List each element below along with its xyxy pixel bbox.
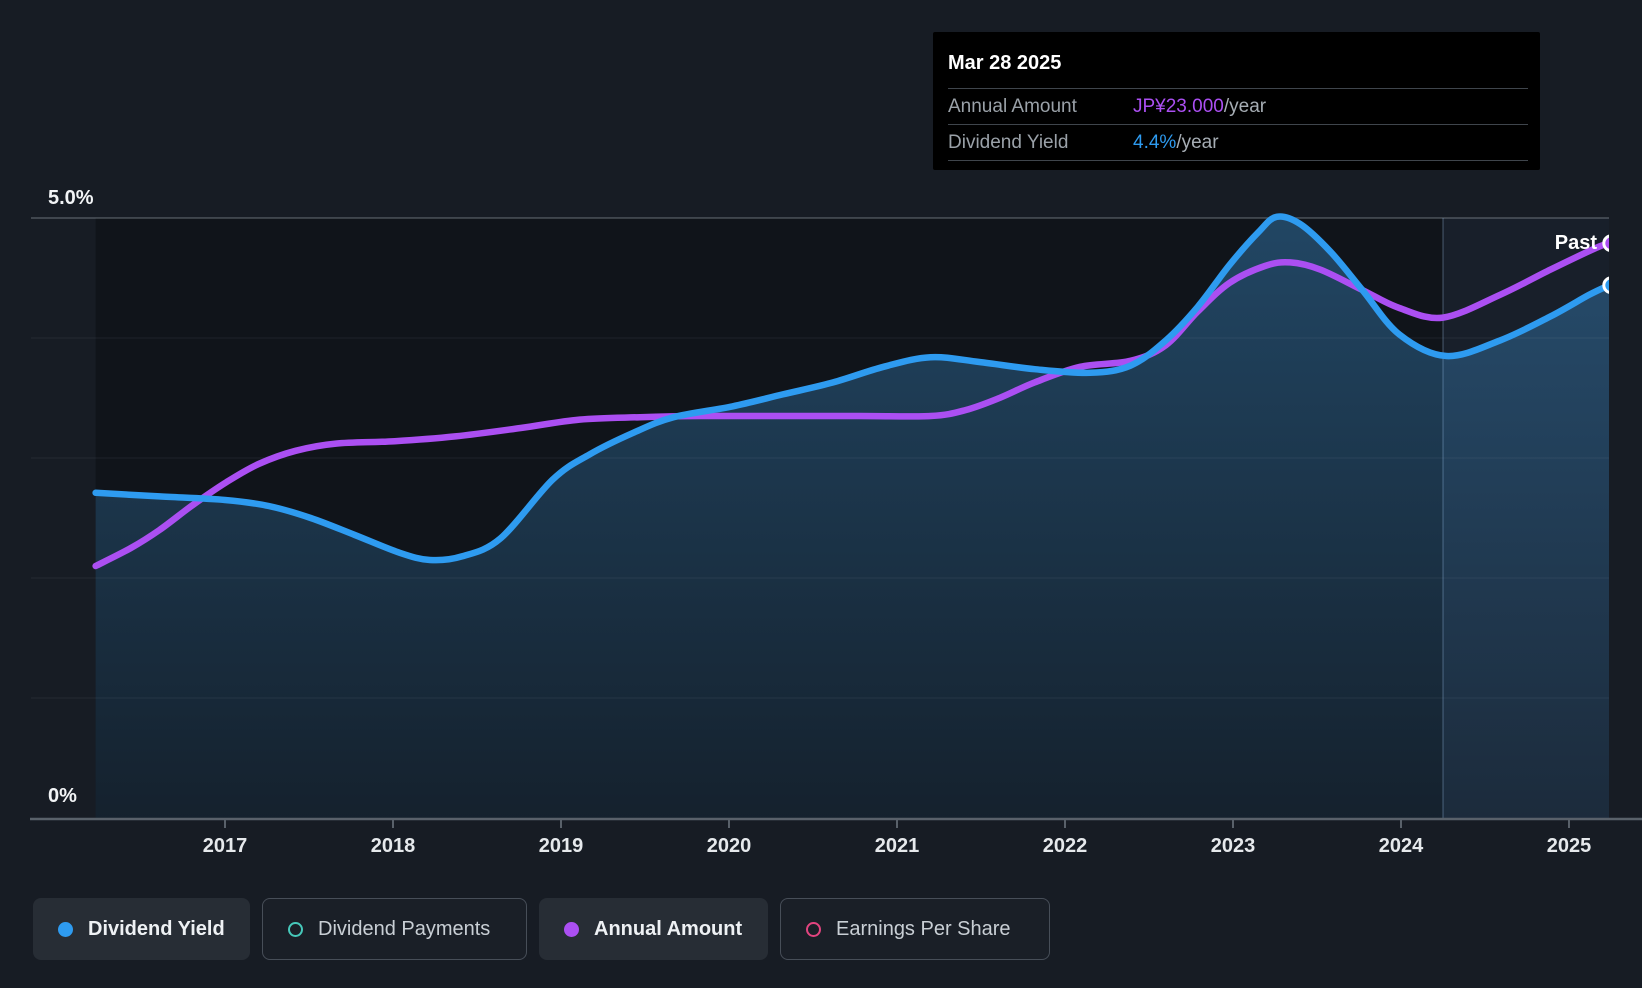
x-axis-label-2024: 2024 xyxy=(1379,835,1424,857)
x-axis-label-2025: 2025 xyxy=(1547,835,1592,857)
x-axis-label-2022: 2022 xyxy=(1043,835,1088,857)
tooltip-row-suffix: /year xyxy=(1176,131,1219,153)
legend-earnings-per-share-button[interactable]: Earnings Per Share xyxy=(780,898,1050,960)
x-axis-label-2018: 2018 xyxy=(371,835,416,857)
x-axis-label-2017: 2017 xyxy=(203,835,248,857)
tooltip-footer-divider xyxy=(948,160,1528,177)
past-label: Past xyxy=(1555,232,1598,254)
chart-legend: Dividend Yield Dividend Payments Annual Am… xyxy=(33,898,1050,960)
dividend-yield-endpoint-marker xyxy=(1602,276,1609,294)
legend-annual-amount-button[interactable]: Annual Amount xyxy=(539,898,768,960)
x-axis-label-2020: 2020 xyxy=(707,835,752,857)
legend-dividend-yield-label: Dividend Yield xyxy=(88,917,225,940)
dividend-payments-swatch-icon xyxy=(288,921,303,937)
earnings-per-share-swatch-icon xyxy=(806,921,821,937)
dividend-yield-line xyxy=(92,213,1609,564)
tooltip-row-suffix: /year xyxy=(1223,95,1267,117)
legend-dividend-payments-button[interactable]: Dividend Payments xyxy=(262,898,527,960)
x-axis-label-2021: 2021 xyxy=(875,835,920,857)
tooltip-row-label: Annual Amount xyxy=(948,95,1077,117)
tooltip-row-value: JP¥23.000 xyxy=(1133,95,1224,117)
x-axis-label-2023: 2023 xyxy=(1211,835,1256,857)
annual-amount-line xyxy=(92,239,1609,570)
y-axis-bottom-label: 0% xyxy=(48,785,77,807)
tooltip-row-label: Dividend Yield xyxy=(948,131,1069,153)
tooltip-row: Dividend Yield 4.4%/year xyxy=(948,124,1528,160)
tooltip-date: Mar 28 2025 xyxy=(948,51,1062,74)
legend-earnings-per-share-label: Earnings Per Share xyxy=(836,917,1011,940)
annual-amount-swatch-icon xyxy=(564,921,579,937)
dividend-yield-swatch-icon xyxy=(58,921,73,937)
y-axis-top-label: 5.0% xyxy=(48,187,94,209)
tooltip-row: Annual Amount JP¥23.000/year xyxy=(948,88,1528,124)
legend-annual-amount-label: Annual Amount xyxy=(594,917,743,940)
dividend-yield-area xyxy=(95,216,1609,818)
annual-amount-endpoint-marker xyxy=(1602,234,1609,252)
tooltip-row-value: 4.4% xyxy=(1133,131,1177,153)
chart-tooltip: Mar 28 2025 Annual Amount JP¥23.000/year D… xyxy=(933,32,1540,170)
x-axis-label-2019: 2019 xyxy=(539,835,584,857)
legend-dividend-payments-label: Dividend Payments xyxy=(318,917,491,940)
legend-dividend-yield-button[interactable]: Dividend Yield xyxy=(33,898,250,960)
